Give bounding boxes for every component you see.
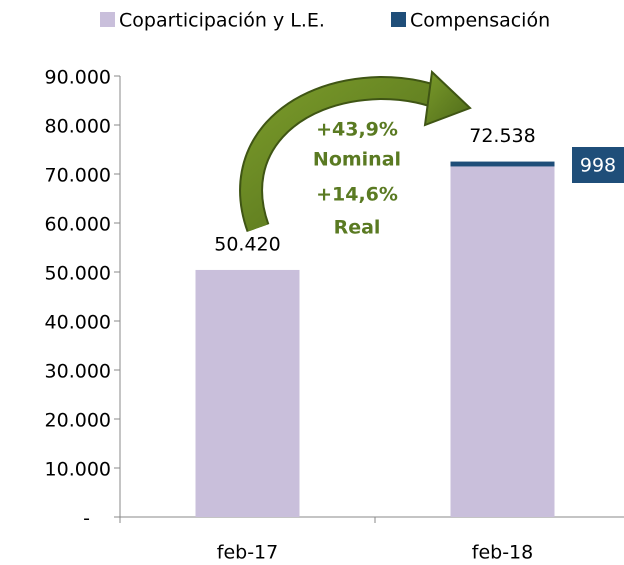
x-tick-label: feb-17 xyxy=(217,542,278,564)
bar-segment xyxy=(450,161,555,167)
legend-swatch xyxy=(391,12,406,27)
annotation: +14,6% xyxy=(316,184,398,206)
y-tick-label: 40.000 xyxy=(45,312,111,334)
bar-segment xyxy=(195,269,300,517)
value-label-box xyxy=(572,147,624,183)
total-label: 72.538 xyxy=(469,125,535,147)
total-label: 50.420 xyxy=(214,233,280,255)
y-tick-label: 60.000 xyxy=(45,214,111,236)
annotation: Nominal xyxy=(313,149,401,171)
y-tick-label: 80.000 xyxy=(45,116,111,138)
value-label: 998 xyxy=(580,155,616,177)
y-tick-label: 30.000 xyxy=(45,361,111,383)
y-tick-label: 20.000 xyxy=(45,410,111,432)
annotation: +43,9% xyxy=(316,119,398,141)
legend-swatch xyxy=(100,12,115,27)
y-tick-label: - xyxy=(83,508,90,530)
x-tick-label: feb-18 xyxy=(472,542,533,564)
y-tick-label: 90.000 xyxy=(45,67,111,89)
growth-arrow xyxy=(239,69,472,233)
legend-label: Compensación xyxy=(410,10,550,32)
legend-label: Coparticipación y L.E. xyxy=(119,10,325,32)
y-tick-label: 70.000 xyxy=(45,165,111,187)
y-tick-label: 50.000 xyxy=(45,263,111,285)
annotation: Real xyxy=(334,217,381,239)
y-tick-label: 10.000 xyxy=(45,459,111,481)
bar-segment xyxy=(450,166,555,518)
